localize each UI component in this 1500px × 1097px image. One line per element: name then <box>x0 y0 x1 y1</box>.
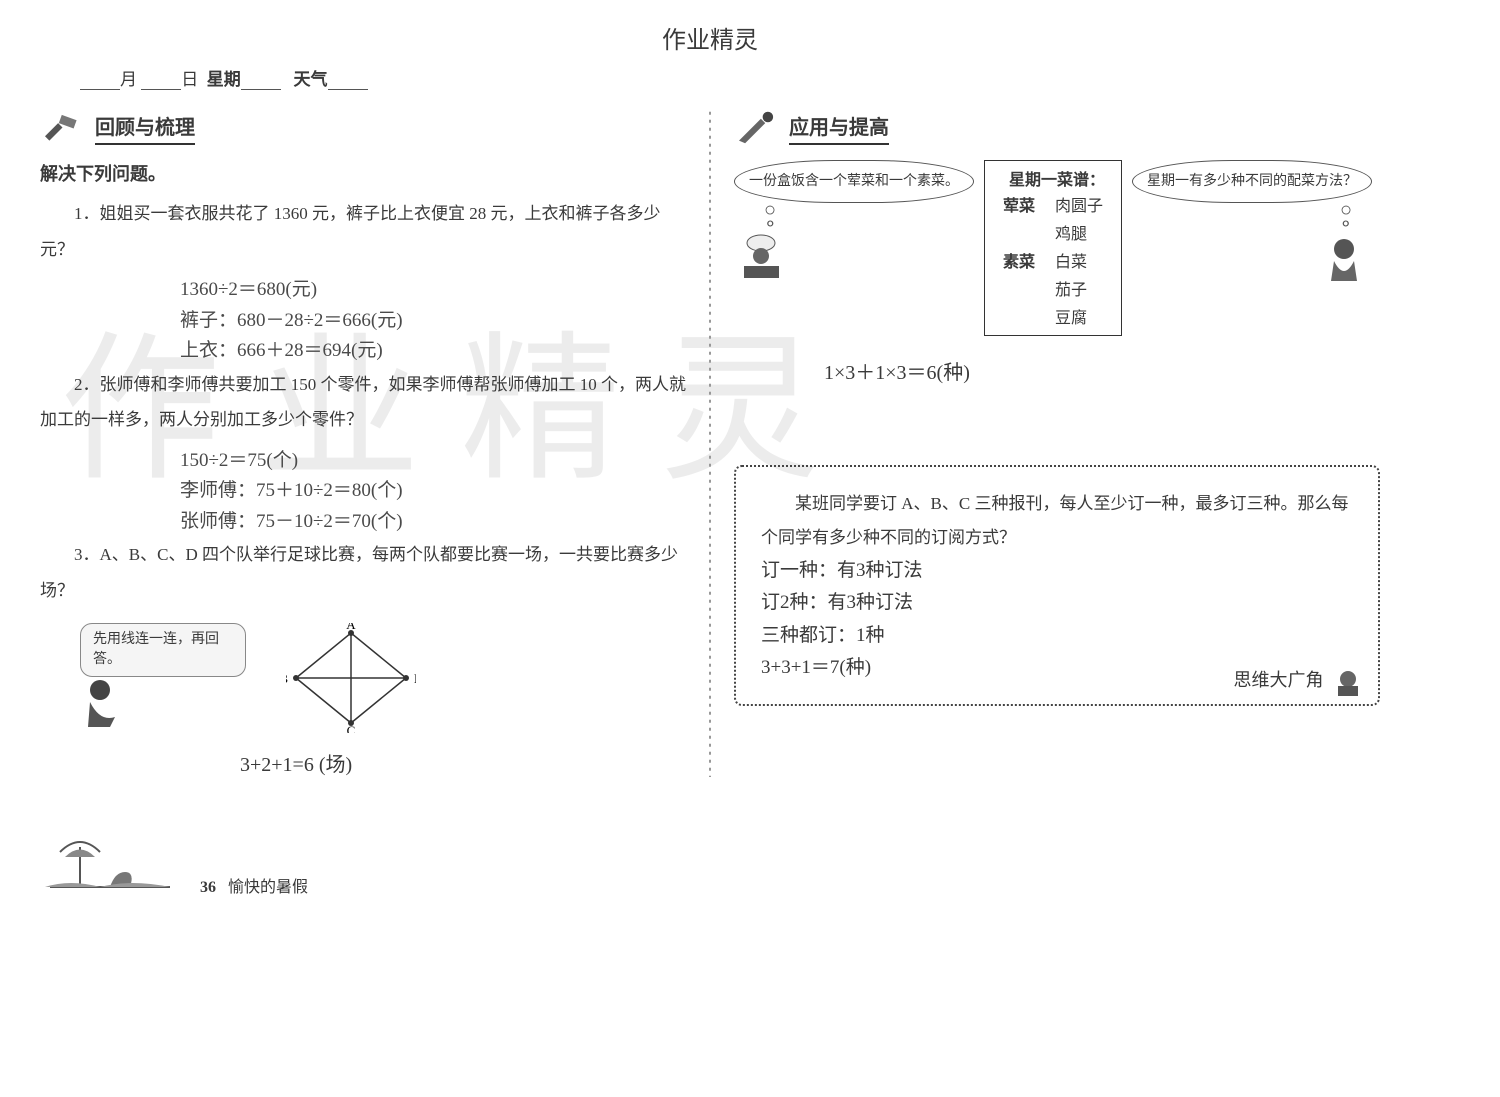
q2-text: 2．张师傅和李师傅共要加工 150 个零件，如果李师傅帮张师傅加工 10 个，两… <box>40 367 686 438</box>
left-thought-bubble: 一份盒饭含一个荤菜和一个素菜。 <box>734 160 974 203</box>
page-top-title: 作业精灵 <box>40 20 1380 55</box>
q2-answer: 150÷2＝75(个) 李师傅：75＋10÷2＝80(个) 张师傅：75－10÷… <box>180 446 686 537</box>
book-title: 愉快的暑假 <box>228 879 308 896</box>
bubble-tail-icon: ○∘ <box>764 203 974 231</box>
right-thought-bubble: 星期一有多少种不同的配菜方法？ <box>1132 160 1372 203</box>
q1-answer: 1360÷2＝680(元) 裤子：680－28÷2＝666(元) 上衣：666＋… <box>180 275 686 366</box>
veg-item-2: 茄子 <box>1045 274 1113 302</box>
menu-answer: 1×3＋1×3＝6(种) <box>824 356 1380 385</box>
left-section-title: 回顾与梳理 <box>95 111 195 145</box>
weather-label: 天气 <box>294 70 328 89</box>
q1-text: 1．姐姐买一套衣服共花了 1360 元，裤子比上衣便宜 28 元，上衣和裤子各多… <box>40 196 686 267</box>
weekday-blank[interactable] <box>241 71 281 90</box>
svg-text:C: C <box>347 723 356 733</box>
box-hand-2: 订2种：有3种订法 <box>761 587 1353 619</box>
corner-label: 思维大广角 <box>1234 662 1369 699</box>
month-blank[interactable] <box>80 71 120 90</box>
month-label: 月 <box>120 70 137 89</box>
svg-text:A: A <box>346 623 356 632</box>
meat-label: 荤菜 <box>1003 198 1035 215</box>
q3-hint-bubble: 先用线连一连，再回答。 <box>80 623 246 676</box>
veg-label: 素菜 <box>1003 254 1035 271</box>
day-blank[interactable] <box>141 71 181 90</box>
bubble-tail-icon-2: ○∘ <box>1162 203 1352 231</box>
q1-hand-line3: 上衣：666＋28＝694(元) <box>180 336 686 366</box>
diamond-graph: A B D C <box>286 623 416 733</box>
page-number: 36 <box>200 879 216 896</box>
left-column: 回顾与梳理 解决下列问题。 1．姐姐买一套衣服共花了 1360 元，裤子比上衣便… <box>40 110 686 777</box>
mascot-icon <box>1328 664 1368 699</box>
brush-icon <box>734 110 779 145</box>
thinker-with-bubble: 先用线连一连，再回答。 <box>80 623 246 731</box>
bonus-problem-box: 某班同学要订 A、B、C 三种报刊，每人至少订一种，最多订三种。那么每个同学有多… <box>734 465 1380 706</box>
veg-item-3: 豆腐 <box>1045 302 1113 330</box>
day-label: 日 <box>181 70 198 89</box>
right-column: 应用与提高 一份盒饭含一个荤菜和一个素菜。 ○∘ 星期一菜谱： 荤菜 肉圆子 <box>734 110 1380 777</box>
page-number-area: 36 愉快的暑假 <box>200 873 308 897</box>
weekday-label: 星期 <box>207 70 241 89</box>
box-prompt: 某班同学要订 A、B、C 三种报刊，每人至少订一种，最多订三种。那么每个同学有多… <box>761 487 1353 555</box>
veg-item-1: 白菜 <box>1045 246 1113 274</box>
weather-blank[interactable] <box>328 71 368 90</box>
box-hand-1: 订一种：有3种订法 <box>761 555 1353 587</box>
q3-answer: 3+2+1=6 (场) <box>240 748 686 777</box>
meat-item-2: 鸡腿 <box>1045 218 1113 246</box>
thinker-icon <box>80 672 135 727</box>
q1-hand-line1: 1360÷2＝680(元) <box>180 275 686 305</box>
menu-problem-area: 一份盒饭含一个荤菜和一个素菜。 ○∘ 星期一菜谱： 荤菜 肉圆子 鸡腿 <box>734 160 1380 336</box>
page-footer: 36 愉快的暑假 <box>40 817 1380 897</box>
hammer-icon <box>40 110 85 145</box>
girl-icon <box>1317 231 1372 286</box>
beach-icon <box>40 817 180 897</box>
instruction-text: 解决下列问题。 <box>40 160 686 186</box>
q3-text: 3．A、B、C、D 四个队举行足球比赛，每两个队都要比赛一场，一共要比赛多少场？ <box>40 537 686 608</box>
menu-table: 星期一菜谱： 荤菜 肉圆子 鸡腿 素菜 白菜 茄子 豆腐 <box>984 160 1122 336</box>
menu-title: 星期一菜谱： <box>993 166 1113 190</box>
q2-hand-line2: 李师傅：75＋10÷2＝80(个) <box>180 476 686 506</box>
meat-item-1: 肉圆子 <box>1045 190 1113 218</box>
svg-text:B: B <box>286 671 288 686</box>
right-section-title: 应用与提高 <box>789 111 889 145</box>
svg-text:D: D <box>414 671 416 686</box>
box-hand-3: 三种都订：1种 <box>761 620 1353 652</box>
column-divider <box>706 110 714 777</box>
q2-hand-line3: 张师傅：75－10÷2＝70(个) <box>180 507 686 537</box>
date-line: 月 日 星期 天气 <box>80 65 1380 90</box>
q2-hand-line1: 150÷2＝75(个) <box>180 446 686 476</box>
q1-hand-line2: 裤子：680－28÷2＝666(元) <box>180 306 686 336</box>
chef-icon <box>734 231 789 286</box>
